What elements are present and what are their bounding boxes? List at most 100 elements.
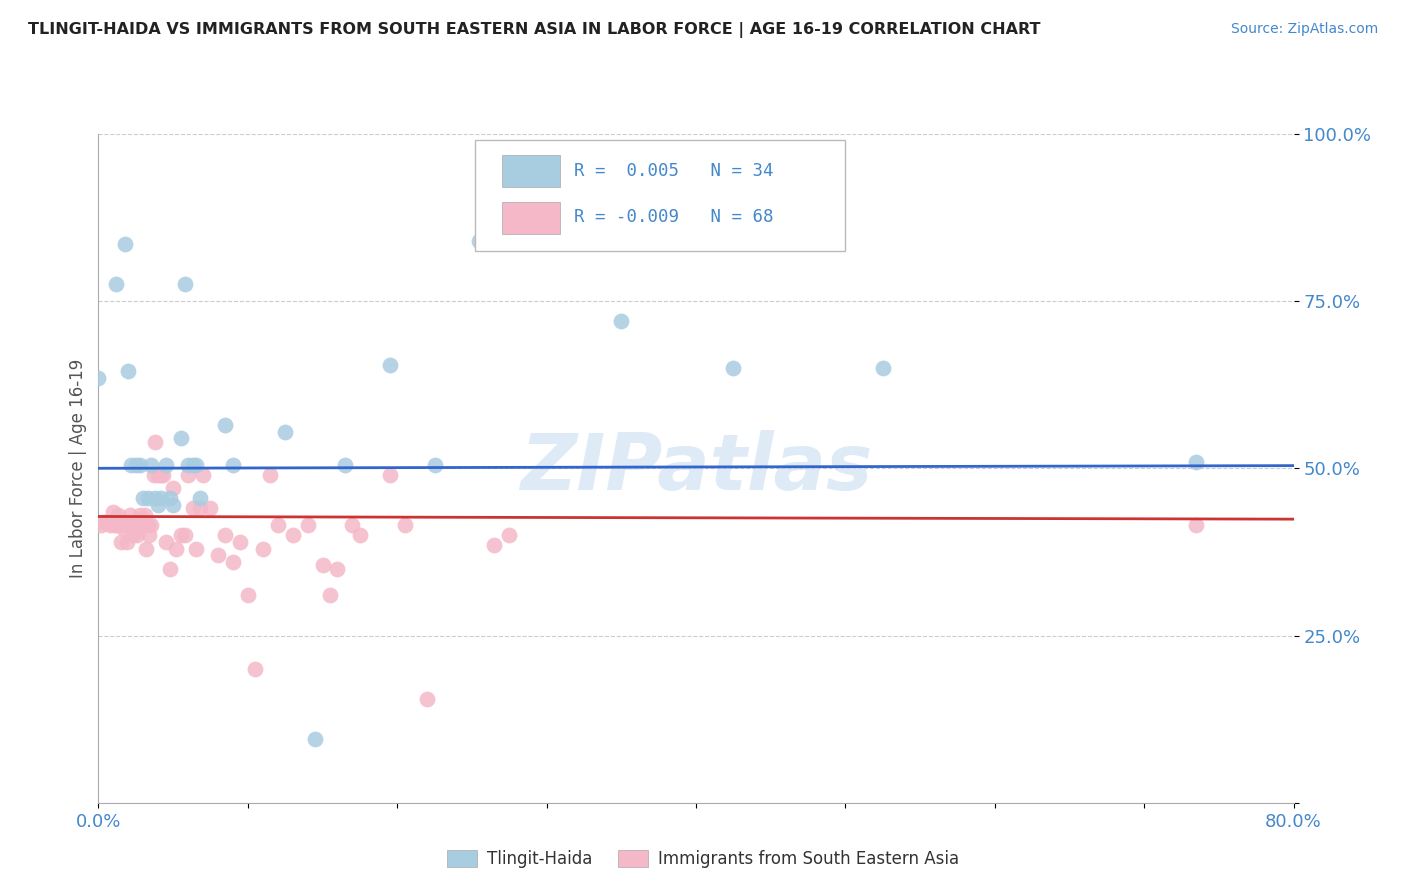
Point bbox=[181, 458, 204, 472]
Point bbox=[93, 515, 115, 529]
Point bbox=[105, 518, 128, 533]
Point bbox=[304, 732, 326, 747]
Point bbox=[236, 589, 259, 603]
Y-axis label: In Labor Force | Age 16-19: In Labor Force | Age 16-19 bbox=[69, 359, 87, 578]
Point bbox=[162, 482, 184, 496]
Point bbox=[169, 431, 191, 445]
Point bbox=[136, 518, 159, 533]
Point bbox=[1185, 455, 1208, 469]
Point bbox=[148, 468, 170, 483]
Point bbox=[150, 491, 173, 506]
Point bbox=[349, 528, 371, 542]
Point bbox=[222, 555, 245, 569]
Point bbox=[181, 501, 204, 516]
Point bbox=[104, 518, 127, 533]
Point bbox=[128, 518, 150, 533]
Point bbox=[121, 528, 143, 542]
Point bbox=[150, 468, 173, 483]
Point bbox=[117, 364, 139, 378]
Point bbox=[117, 518, 139, 533]
Point bbox=[259, 468, 281, 483]
Point bbox=[610, 314, 633, 328]
Point bbox=[134, 508, 156, 523]
Point bbox=[155, 458, 177, 472]
Text: TLINGIT-HAIDA VS IMMIGRANTS FROM SOUTH EASTERN ASIA IN LABOR FORCE | AGE 16-19 C: TLINGIT-HAIDA VS IMMIGRANTS FROM SOUTH E… bbox=[28, 22, 1040, 38]
Point bbox=[222, 458, 245, 472]
Point bbox=[159, 562, 181, 576]
Point bbox=[184, 458, 207, 472]
Point bbox=[124, 518, 146, 533]
Point bbox=[1185, 518, 1208, 533]
Point bbox=[118, 508, 141, 523]
Point bbox=[165, 541, 187, 556]
Point bbox=[103, 505, 125, 519]
Point bbox=[188, 501, 211, 516]
Point bbox=[214, 417, 236, 432]
Point bbox=[378, 468, 401, 483]
Point bbox=[90, 518, 112, 533]
Text: Source: ZipAtlas.com: Source: ZipAtlas.com bbox=[1230, 22, 1378, 37]
Point bbox=[148, 498, 170, 512]
Point bbox=[200, 501, 222, 516]
Point bbox=[127, 528, 149, 542]
Point bbox=[115, 535, 138, 549]
Point bbox=[423, 458, 446, 472]
Point bbox=[872, 361, 894, 376]
Point bbox=[188, 491, 211, 506]
Point bbox=[342, 518, 364, 533]
Point bbox=[281, 528, 304, 542]
Point bbox=[120, 518, 142, 533]
Point bbox=[120, 458, 142, 472]
Point bbox=[131, 518, 153, 533]
Point bbox=[394, 518, 416, 533]
FancyBboxPatch shape bbox=[502, 202, 560, 235]
Point bbox=[132, 491, 155, 506]
Point bbox=[139, 518, 162, 533]
Point bbox=[174, 528, 197, 542]
Point bbox=[184, 541, 207, 556]
Point bbox=[311, 558, 333, 573]
Point bbox=[191, 468, 214, 483]
Point bbox=[378, 358, 401, 372]
Point bbox=[87, 371, 110, 385]
Point bbox=[136, 491, 159, 506]
Point bbox=[152, 468, 174, 483]
Point bbox=[252, 541, 274, 556]
FancyBboxPatch shape bbox=[502, 155, 560, 187]
Point bbox=[98, 518, 122, 533]
Point bbox=[112, 521, 135, 535]
Point bbox=[107, 508, 129, 523]
Point bbox=[110, 535, 132, 549]
Point bbox=[723, 361, 745, 376]
Point bbox=[155, 535, 177, 549]
Text: ZIPatlas: ZIPatlas bbox=[520, 430, 872, 507]
Point bbox=[274, 425, 297, 439]
Point bbox=[214, 528, 236, 542]
Point bbox=[159, 491, 181, 506]
Point bbox=[138, 528, 160, 542]
Point bbox=[333, 458, 356, 472]
Text: R = -0.009   N = 68: R = -0.009 N = 68 bbox=[574, 209, 773, 227]
Point bbox=[105, 277, 128, 292]
Text: R =  0.005   N = 34: R = 0.005 N = 34 bbox=[574, 161, 773, 179]
Point bbox=[416, 692, 439, 706]
Point bbox=[267, 518, 290, 533]
Point bbox=[129, 508, 152, 523]
Point bbox=[177, 458, 200, 472]
Point bbox=[169, 528, 191, 542]
Point bbox=[114, 237, 136, 252]
Point bbox=[498, 528, 520, 542]
FancyBboxPatch shape bbox=[475, 141, 845, 251]
Point bbox=[177, 468, 200, 483]
Point bbox=[143, 434, 166, 449]
Point bbox=[114, 515, 136, 529]
Point bbox=[139, 458, 162, 472]
Point bbox=[468, 234, 491, 248]
Point bbox=[111, 518, 134, 533]
Point bbox=[162, 498, 184, 512]
Point bbox=[326, 562, 349, 576]
Point bbox=[96, 515, 118, 529]
Point bbox=[132, 518, 155, 533]
Point bbox=[125, 518, 148, 533]
Point bbox=[229, 535, 252, 549]
